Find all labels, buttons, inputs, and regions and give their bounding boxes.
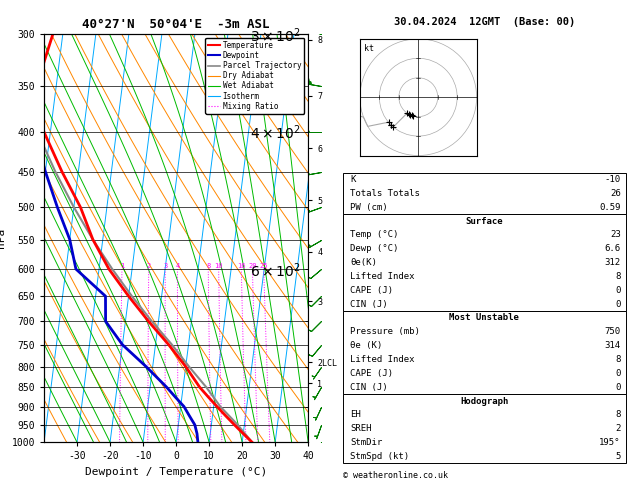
- Text: 750: 750: [604, 327, 621, 336]
- Text: Lifted Index: Lifted Index: [350, 272, 415, 281]
- Text: PW (cm): PW (cm): [350, 203, 388, 212]
- Text: StmSpd (kt): StmSpd (kt): [350, 452, 409, 461]
- Text: 6.6: 6.6: [604, 244, 621, 253]
- Text: 1: 1: [120, 263, 124, 269]
- Text: CAPE (J): CAPE (J): [350, 286, 393, 295]
- Text: θe (K): θe (K): [350, 341, 382, 350]
- Text: 0: 0: [615, 382, 621, 392]
- Text: SREH: SREH: [350, 424, 372, 434]
- Text: 8: 8: [615, 410, 621, 419]
- Text: Totals Totals: Totals Totals: [350, 189, 420, 198]
- Text: CIN (J): CIN (J): [350, 382, 388, 392]
- Text: 314: 314: [604, 341, 621, 350]
- Text: Hodograph: Hodograph: [460, 397, 508, 406]
- Text: 8: 8: [615, 355, 621, 364]
- Text: EH: EH: [350, 410, 361, 419]
- Text: -10: -10: [604, 175, 621, 184]
- Text: kt: kt: [364, 44, 374, 52]
- Text: 20: 20: [248, 263, 257, 269]
- Text: 23: 23: [610, 230, 621, 240]
- Text: θe(K): θe(K): [350, 258, 377, 267]
- Text: 16: 16: [237, 263, 245, 269]
- Text: 0: 0: [615, 369, 621, 378]
- Y-axis label: km
ASL: km ASL: [347, 219, 362, 238]
- Text: Most Unstable: Most Unstable: [449, 313, 520, 323]
- Text: 195°: 195°: [599, 438, 621, 447]
- Text: Temp (°C): Temp (°C): [350, 230, 399, 240]
- Text: 4: 4: [175, 263, 179, 269]
- Text: Dewp (°C): Dewp (°C): [350, 244, 399, 253]
- Text: StmDir: StmDir: [350, 438, 382, 447]
- Y-axis label: hPa: hPa: [0, 228, 6, 248]
- Title: 40°27'N  50°04'E  -3m ASL: 40°27'N 50°04'E -3m ASL: [82, 18, 270, 32]
- Text: © weatheronline.co.uk: © weatheronline.co.uk: [343, 471, 448, 480]
- Text: 3: 3: [163, 263, 167, 269]
- Text: Lifted Index: Lifted Index: [350, 355, 415, 364]
- Text: K: K: [350, 175, 356, 184]
- Text: 8: 8: [206, 263, 210, 269]
- Text: 2: 2: [147, 263, 151, 269]
- Text: Pressure (mb): Pressure (mb): [350, 327, 420, 336]
- Text: CIN (J): CIN (J): [350, 299, 388, 309]
- Text: Surface: Surface: [465, 216, 503, 226]
- Text: 0: 0: [615, 299, 621, 309]
- Text: 5: 5: [615, 452, 621, 461]
- Text: 25: 25: [260, 263, 268, 269]
- Text: 2: 2: [615, 424, 621, 434]
- Text: 30.04.2024  12GMT  (Base: 00): 30.04.2024 12GMT (Base: 00): [394, 17, 575, 27]
- Legend: Temperature, Dewpoint, Parcel Trajectory, Dry Adiabat, Wet Adiabat, Isotherm, Mi: Temperature, Dewpoint, Parcel Trajectory…: [205, 38, 304, 114]
- Text: 0: 0: [615, 286, 621, 295]
- X-axis label: Dewpoint / Temperature (°C): Dewpoint / Temperature (°C): [85, 467, 267, 477]
- Text: CAPE (J): CAPE (J): [350, 369, 393, 378]
- Text: 0.59: 0.59: [599, 203, 621, 212]
- Text: 10: 10: [214, 263, 223, 269]
- Text: 8: 8: [615, 272, 621, 281]
- Text: 26: 26: [610, 189, 621, 198]
- Text: 312: 312: [604, 258, 621, 267]
